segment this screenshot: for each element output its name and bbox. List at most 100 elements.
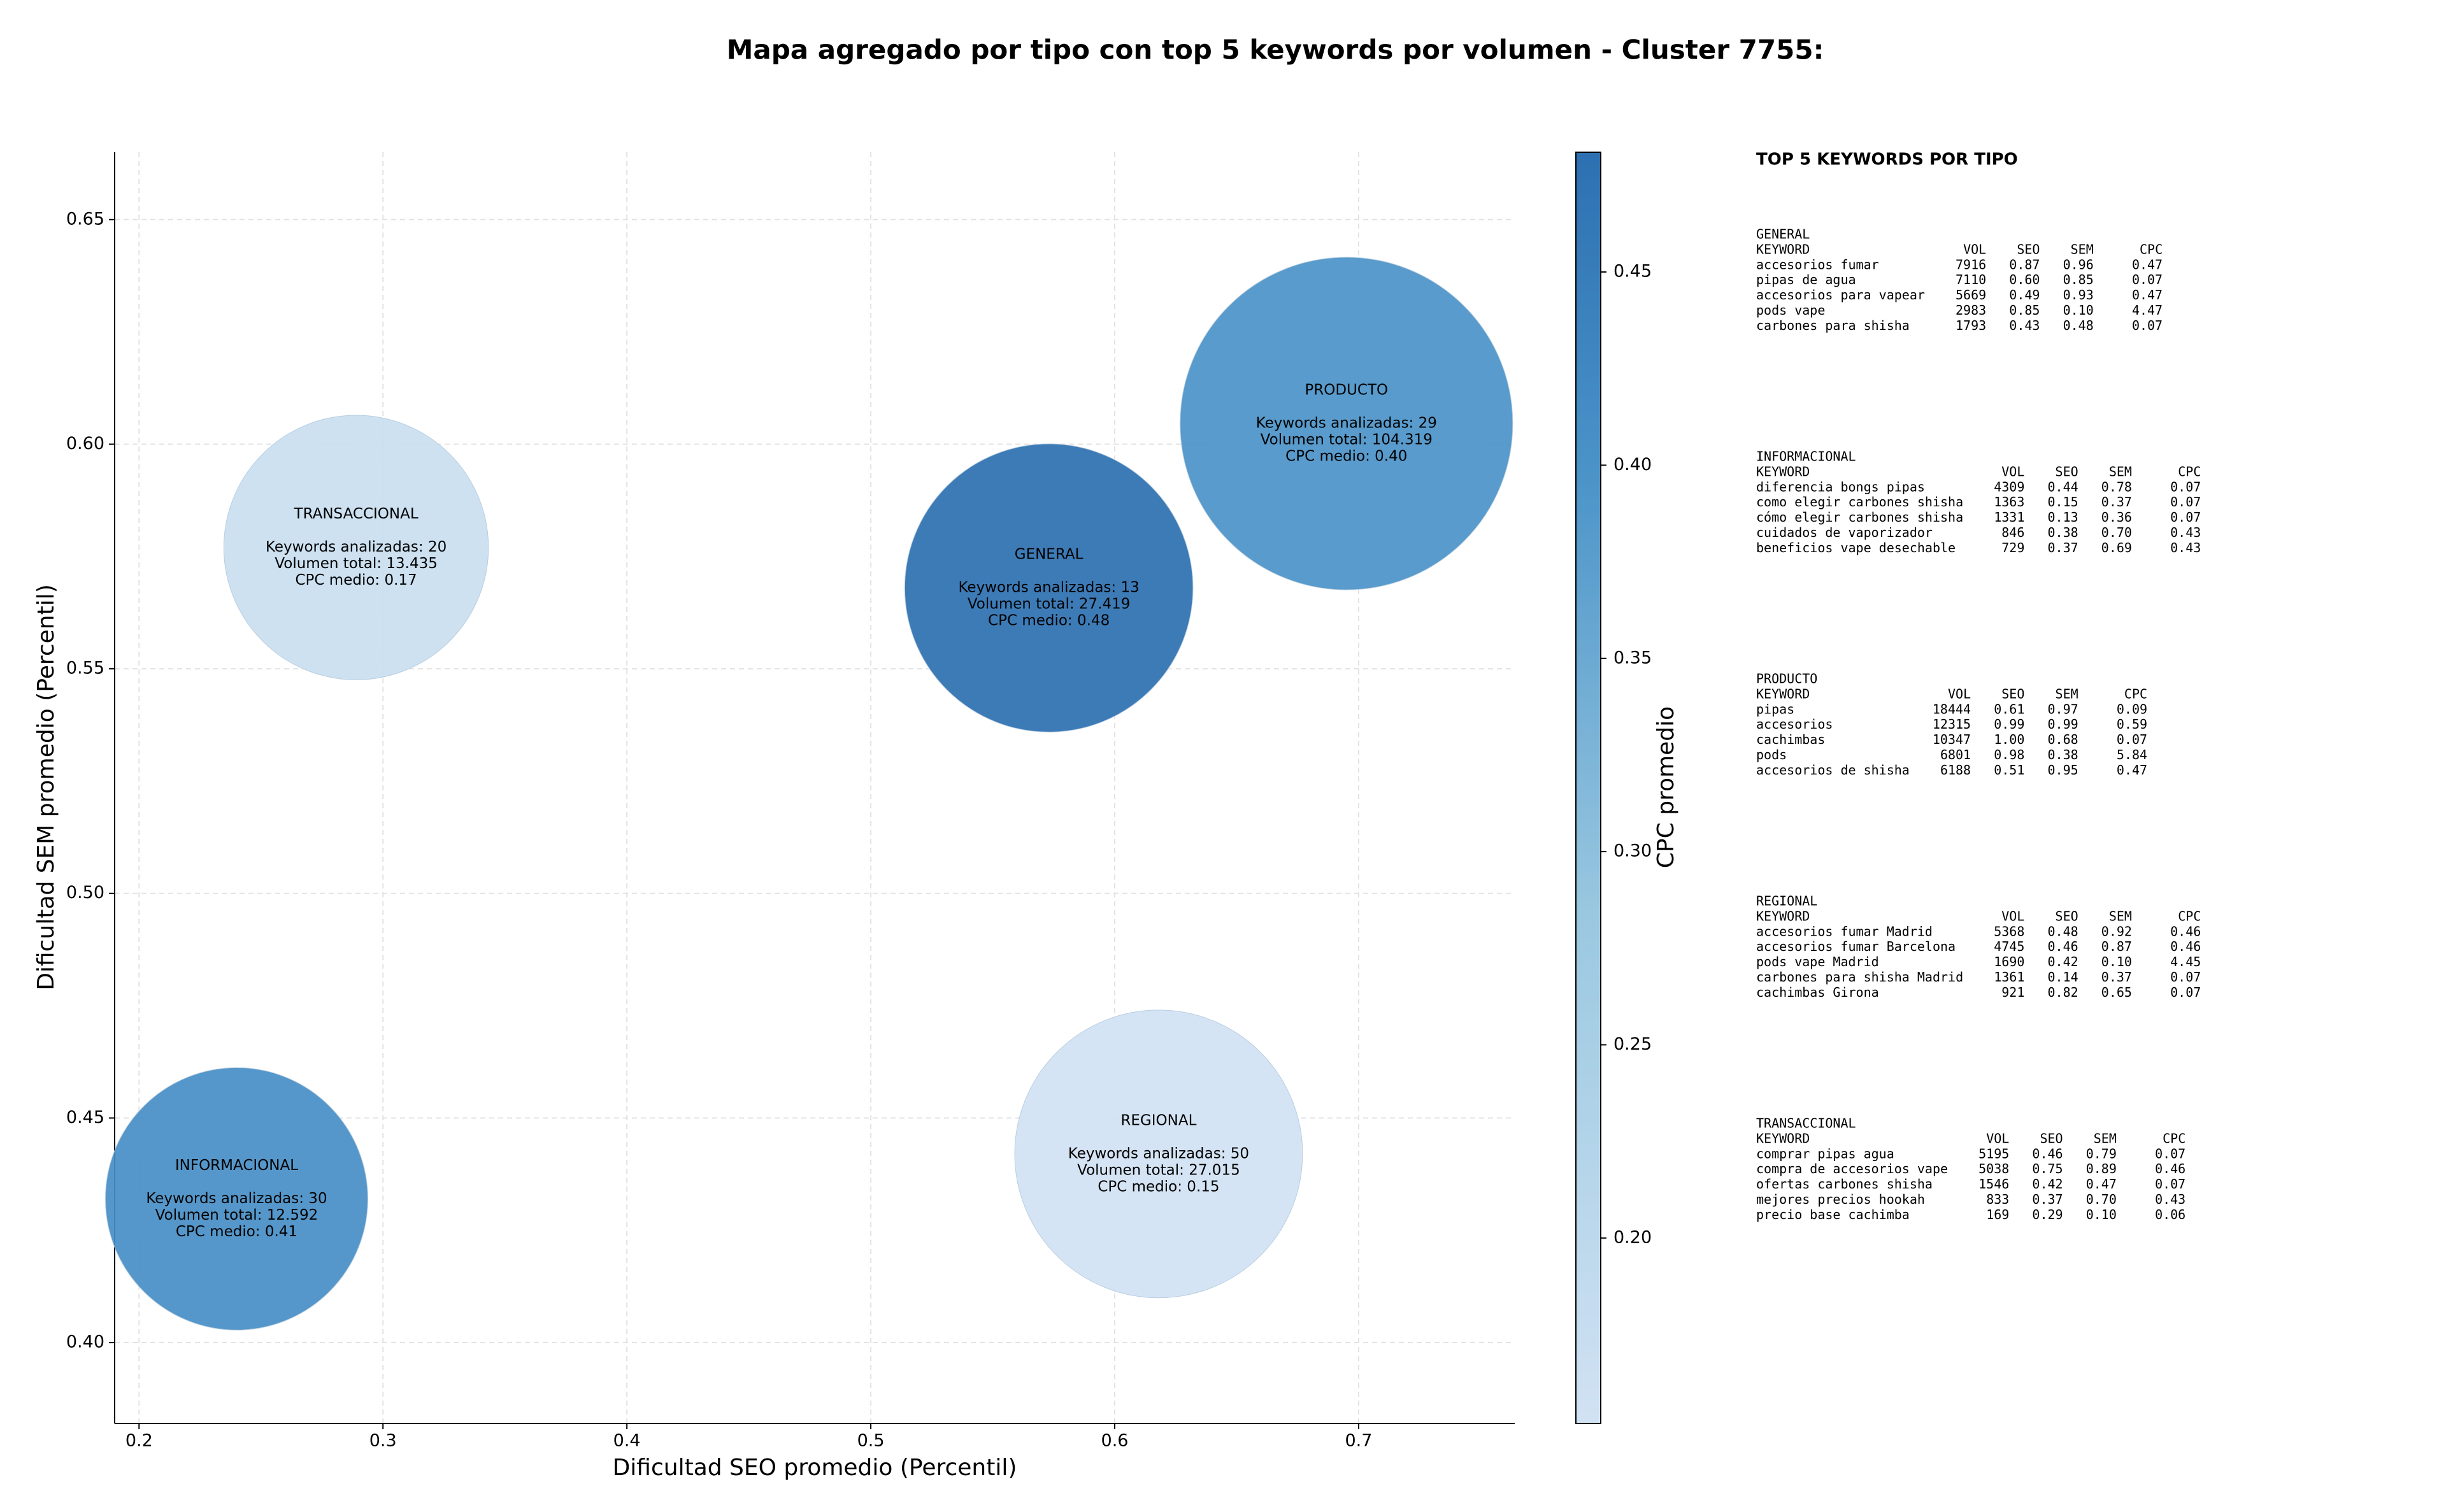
table-cell: 921 bbox=[2001, 985, 2024, 1000]
table-cell: 0.47 bbox=[2086, 1176, 2117, 1192]
table-cell: 0.47 bbox=[2117, 762, 2147, 778]
table-header: CPC bbox=[2163, 1130, 2185, 1146]
table-cell: mejores precios hookah bbox=[1756, 1192, 1925, 1207]
table-cell: accesorios para vapear bbox=[1756, 287, 1925, 303]
table-header: SEM bbox=[2109, 908, 2132, 924]
colorbar-tick-label: 0.35 bbox=[1613, 648, 1652, 667]
table-cell: 0.70 bbox=[2086, 1192, 2117, 1207]
table-cell: accesorios de shisha bbox=[1756, 762, 1910, 778]
table-cell: 0.09 bbox=[2117, 701, 2147, 717]
table-cell: 0.95 bbox=[2048, 762, 2078, 778]
x-tick-label: 0.7 bbox=[1345, 1431, 1372, 1451]
table-cell: 169 bbox=[1986, 1207, 2009, 1222]
table-cell: pods vape Madrid bbox=[1756, 954, 1879, 969]
table-cell: 0.07 bbox=[2170, 969, 2201, 985]
bubble-name: TRANSACCIONAL bbox=[294, 506, 418, 522]
table-cell: 0.98 bbox=[1994, 747, 2024, 762]
table-cell: accesorios fumar Barcelona bbox=[1756, 939, 1956, 954]
bubble-label: Volumen total: 104.319 bbox=[1261, 432, 1433, 448]
table-header: CPC bbox=[2124, 686, 2147, 701]
table-cell: 0.46 bbox=[2155, 1161, 2185, 1176]
bubble-name: REGIONAL bbox=[1120, 1112, 1196, 1129]
bubble-label: Volumen total: 13.435 bbox=[275, 555, 438, 572]
bubble-label: Keywords analizadas: 13 bbox=[958, 580, 1139, 596]
table-cell: 0.38 bbox=[2048, 525, 2078, 540]
bubble-label: CPC medio: 0.40 bbox=[1285, 448, 1407, 465]
table-cell: comprar pipas agua bbox=[1756, 1146, 1894, 1161]
table-cell: 0.48 bbox=[2048, 924, 2078, 939]
group-name: TRANSACCIONAL bbox=[1756, 1116, 1856, 1131]
table-cell: 0.89 bbox=[2086, 1161, 2117, 1176]
x-tick-label: 0.3 bbox=[369, 1431, 397, 1451]
table-cell: 4.47 bbox=[2132, 303, 2163, 318]
table-cell: 0.06 bbox=[2155, 1207, 2185, 1222]
table-header: CPC bbox=[2178, 908, 2201, 924]
table-cell: 0.38 bbox=[2048, 747, 2078, 762]
table-cell: 0.37 bbox=[2101, 969, 2132, 985]
table-cell: 0.37 bbox=[2048, 540, 2078, 555]
bubble bbox=[904, 443, 1194, 732]
table-cell: 0.87 bbox=[2101, 939, 2132, 954]
table-cell: 0.43 bbox=[2155, 1192, 2185, 1207]
table-cell: 0.68 bbox=[2048, 732, 2078, 747]
bubble-label: Keywords analizadas: 20 bbox=[266, 539, 447, 555]
bubble-label: Keywords analizadas: 29 bbox=[1256, 415, 1437, 432]
bubble-name: PRODUCTO bbox=[1305, 382, 1388, 399]
group-name: PRODUCTO bbox=[1756, 671, 1817, 687]
y-axis-label: Dificultad SEM promedio (Percentil) bbox=[33, 584, 59, 990]
table-cell: 0.07 bbox=[2170, 510, 2201, 525]
table-cell: ofertas carbones shisha bbox=[1756, 1176, 1933, 1192]
y-tick-label: 0.45 bbox=[66, 1108, 104, 1127]
y-tick-label: 0.60 bbox=[66, 434, 104, 453]
table-cell: 0.14 bbox=[2048, 969, 2078, 985]
table-cell: beneficios vape desechable bbox=[1756, 540, 1956, 555]
table-cell: 0.07 bbox=[2155, 1176, 2185, 1192]
table-header: KEYWORD bbox=[1756, 686, 1810, 701]
table-cell: pods vape bbox=[1756, 303, 1825, 318]
colorbar-tick-label: 0.30 bbox=[1613, 841, 1652, 861]
table-cell: 729 bbox=[2001, 540, 2024, 555]
table-header: SEM bbox=[2094, 1130, 2117, 1146]
table-cell: 5.84 bbox=[2117, 747, 2147, 762]
table-cell: 0.99 bbox=[1994, 717, 2024, 732]
table-cell: 0.87 bbox=[2009, 257, 2040, 272]
table-cell: accesorios fumar Madrid bbox=[1756, 924, 1933, 939]
bubble-label: CPC medio: 0.48 bbox=[988, 613, 1110, 629]
table-cell: 4.45 bbox=[2170, 954, 2201, 969]
bubble bbox=[1180, 257, 1513, 590]
table-cell: 0.37 bbox=[2032, 1192, 2063, 1207]
table-cell: 0.79 bbox=[2086, 1146, 2117, 1161]
table-cell: 1546 bbox=[1978, 1176, 2009, 1192]
bubble-label: Keywords analizadas: 50 bbox=[1068, 1145, 1249, 1162]
table-cell: carbones para shisha Madrid bbox=[1756, 969, 1963, 985]
table-cell: 0.46 bbox=[2170, 924, 2201, 939]
colorbar bbox=[1575, 152, 1601, 1424]
table-cell: 0.10 bbox=[2086, 1207, 2117, 1222]
table-cell: 846 bbox=[2001, 525, 2024, 540]
table-cell: 1363 bbox=[1994, 494, 2024, 510]
table-cell: 1331 bbox=[1994, 510, 2024, 525]
table-header: VOL bbox=[2001, 464, 2024, 479]
group-name: INFORMACIONAL bbox=[1756, 449, 1856, 464]
table-cell: 4745 bbox=[1994, 939, 2024, 954]
table-cell: 2983 bbox=[1956, 303, 1986, 318]
table-cell: 0.47 bbox=[2132, 257, 2163, 272]
bubble bbox=[104, 1067, 368, 1330]
table-cell: 6188 bbox=[1940, 762, 1971, 778]
table-cell: cachimbas Girona bbox=[1756, 985, 1879, 1000]
bubble-label: CPC medio: 0.17 bbox=[296, 572, 417, 588]
table-cell: 0.10 bbox=[2063, 303, 2094, 318]
x-tick-label: 0.6 bbox=[1101, 1431, 1129, 1451]
table-cell: 0.46 bbox=[2170, 939, 2201, 954]
table-cell: 0.97 bbox=[2048, 701, 2078, 717]
table-header: KEYWORD bbox=[1756, 908, 1810, 924]
table-header: VOL bbox=[1986, 1130, 2009, 1146]
table-cell: pods bbox=[1756, 747, 1787, 762]
table-cell: 0.37 bbox=[2101, 494, 2132, 510]
table-cell: precio base cachimba bbox=[1756, 1207, 1910, 1222]
table-cell: 0.13 bbox=[2048, 510, 2078, 525]
bubble bbox=[1014, 1009, 1303, 1299]
table-cell: 0.96 bbox=[2063, 257, 2094, 272]
bubble-label: CPC medio: 0.15 bbox=[1098, 1178, 1219, 1195]
